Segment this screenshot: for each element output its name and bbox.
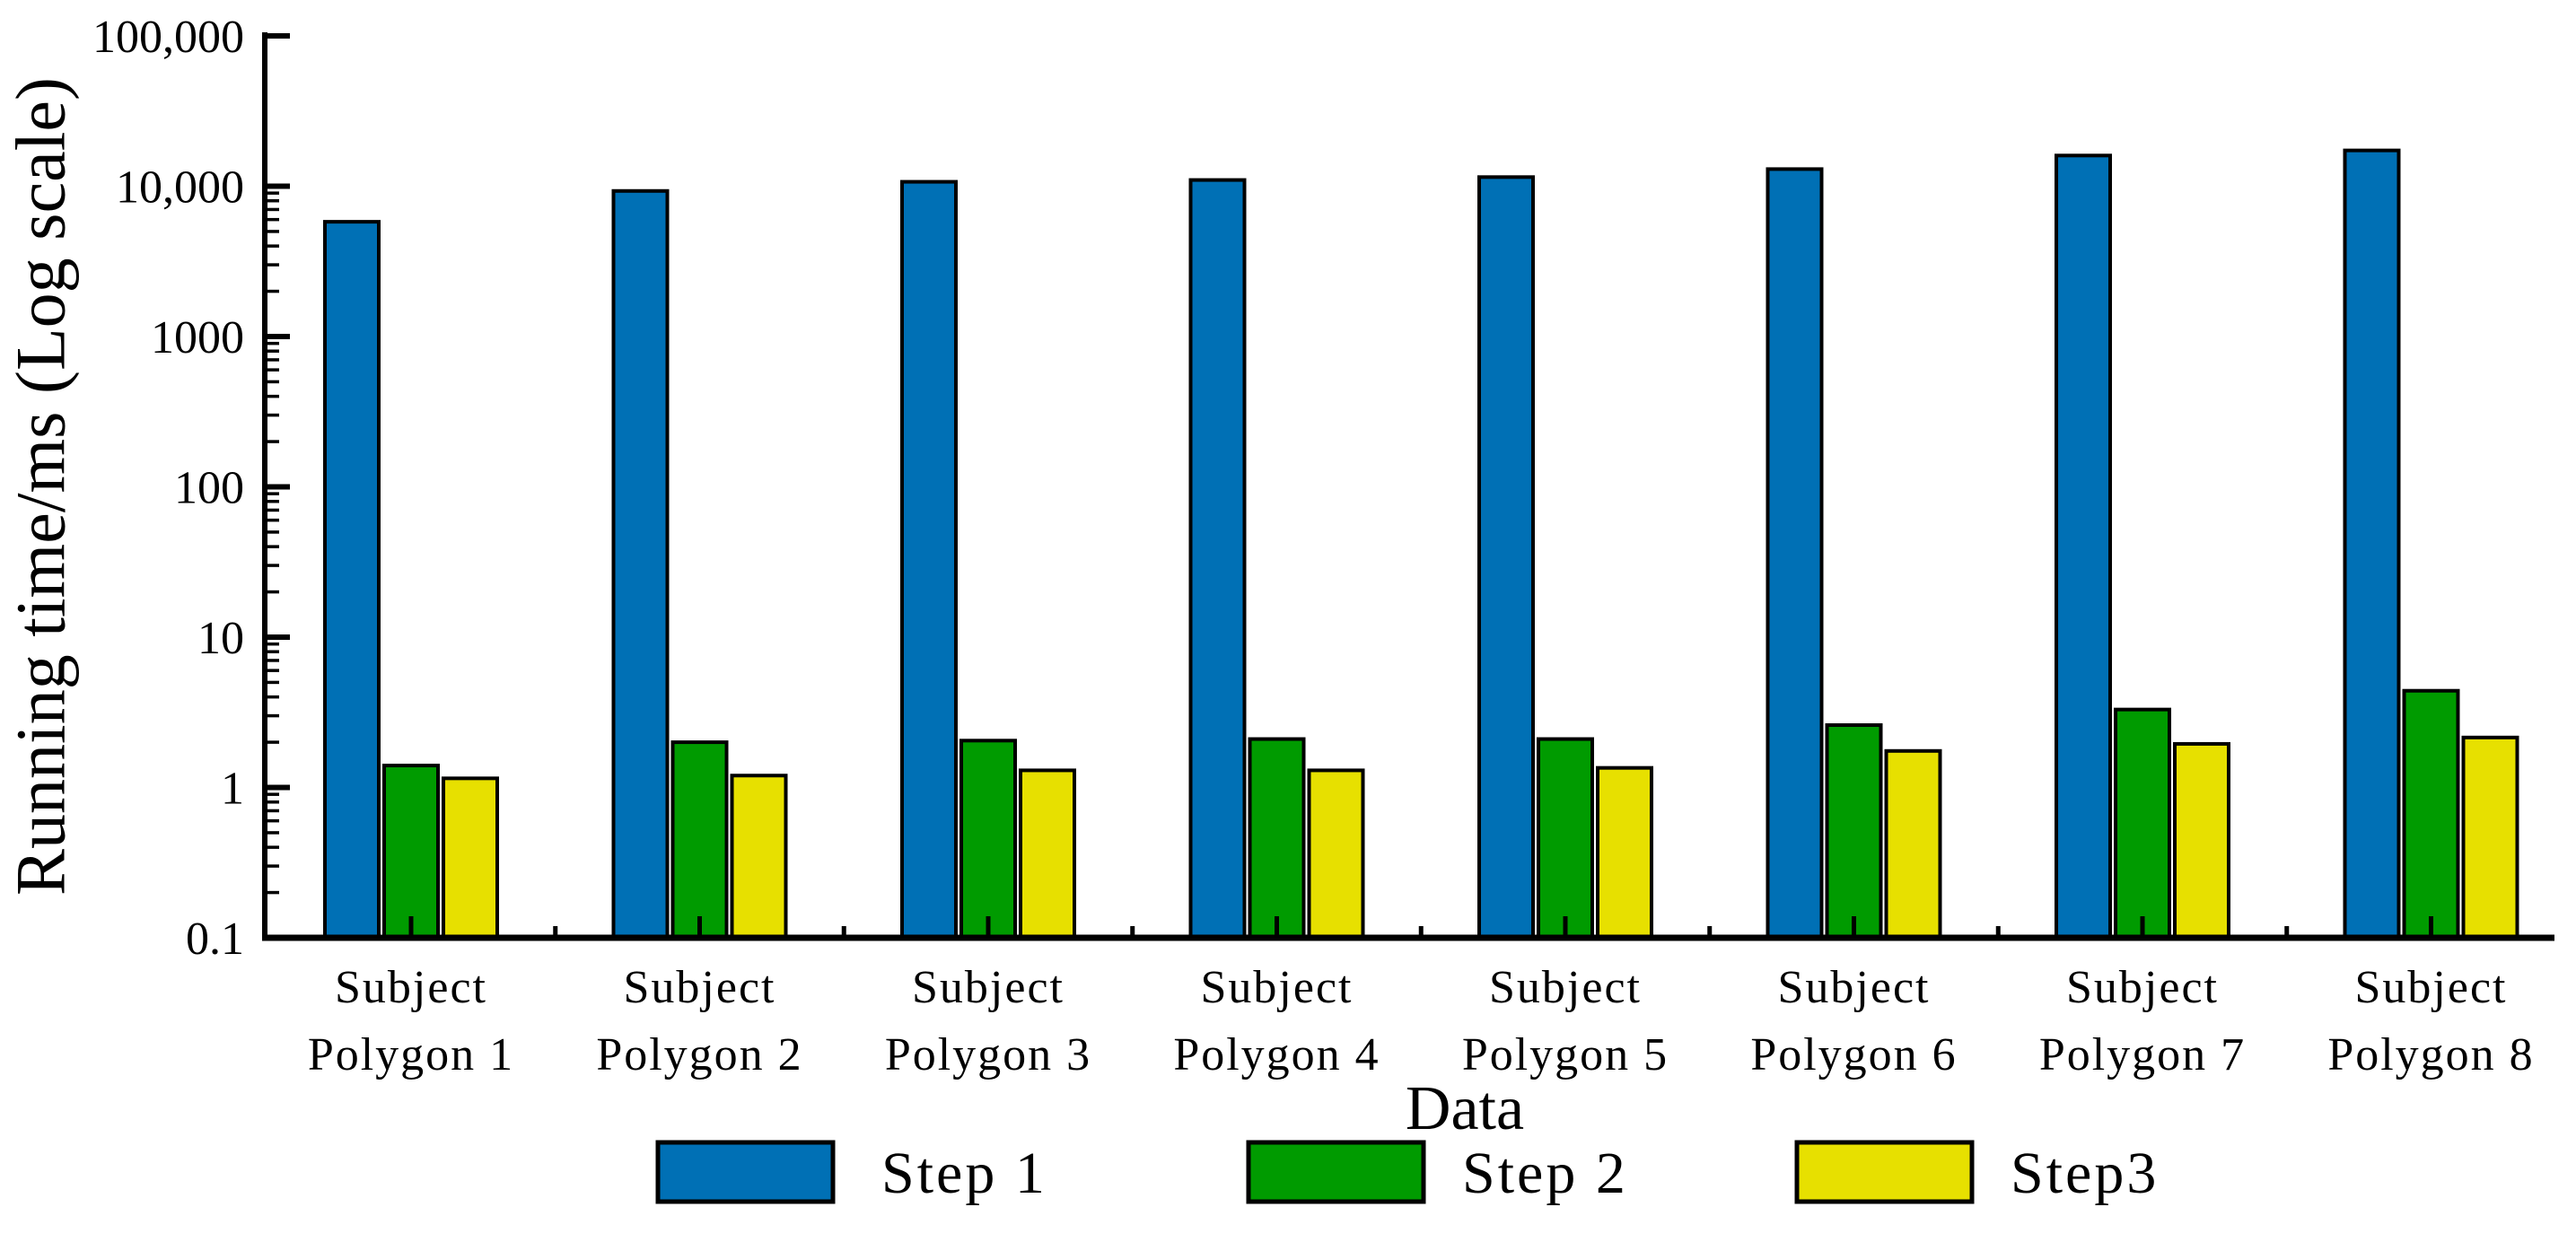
y-axis-title: Running time/ms (Log scale) <box>1 77 79 896</box>
y-tick-label: 1000 <box>151 312 244 363</box>
x-category-label-line1: Subject <box>2066 962 2219 1013</box>
bar-step3-group-2 <box>730 774 788 940</box>
bar-step3-group-6 <box>1884 748 1942 940</box>
x-category-label-line2: Polygon 8 <box>2327 1029 2534 1080</box>
y-tick-labels-layer: 100,000 10,000 1000 100 10 1 0.1 <box>92 12 244 965</box>
y-tick-label: 1 <box>221 764 244 815</box>
x-category-label-line1: Subject <box>912 962 1065 1013</box>
y-tick-label: 100 <box>174 463 244 514</box>
bar-step3-group-5 <box>1596 765 1653 940</box>
x-category-label-line2: Polygon 3 <box>885 1029 1091 1080</box>
bar-step3-group-1 <box>442 776 499 940</box>
x-category-label-line1: Subject <box>1489 962 1642 1013</box>
bar-step-1-group-3 <box>900 179 958 940</box>
legend-label-step-2: Step 2 <box>1462 1141 1628 1206</box>
bar-step-2-group-5 <box>1537 737 1594 940</box>
legend-swatch-step3 <box>1794 1140 1975 1204</box>
bar-step-1-group-4 <box>1188 178 1247 940</box>
x-category-label-line2: Polygon 6 <box>1750 1029 1957 1080</box>
legend-label-step-1: Step 1 <box>881 1141 1047 1206</box>
y-tick-label: 10 <box>197 613 244 664</box>
bar-step-2-group-2 <box>670 740 729 940</box>
x-ticks-layer <box>408 916 2433 938</box>
x-category-label-line2: Polygon 7 <box>2039 1029 2246 1080</box>
bar-step3-group-4 <box>1307 768 1365 940</box>
legend-swatch-step-2 <box>1246 1140 1426 1204</box>
x-category-label-line1: Subject <box>1778 962 1931 1013</box>
y-tick-label: 0.1 <box>186 914 244 965</box>
x-category-label-line2: Polygon 2 <box>596 1029 802 1080</box>
x-category-label-line2: Polygon 5 <box>1462 1029 1669 1080</box>
bar-step-2-group-8 <box>2402 688 2460 940</box>
x-category-label-line1: Subject <box>624 962 776 1013</box>
bar-step-1-group-5 <box>1477 175 1535 940</box>
bar-step3-group-8 <box>2461 735 2519 940</box>
x-category-labels-layer: Subject Polygon 1 Subject Polygon 2 Subject P… <box>308 962 2534 1080</box>
x-category-label-line2: Polygon 4 <box>1173 1029 1380 1080</box>
y-ticks-layer <box>265 33 290 940</box>
x-category-label-line2: Polygon 1 <box>308 1029 514 1080</box>
bar-step-1-group-1 <box>323 220 381 940</box>
y-tick-label: 10,000 <box>116 162 244 214</box>
bar-step-1-group-8 <box>2343 148 2401 940</box>
bar-step-2-group-6 <box>1825 722 1883 940</box>
legend-label-step3: Step3 <box>2011 1141 2159 1206</box>
x-axis-title: Data <box>1406 1074 1524 1143</box>
bar-step-2-group-1 <box>382 764 440 940</box>
y-tick-label: 100,000 <box>92 12 244 63</box>
bars-layer <box>323 148 2519 940</box>
legend: Step 1 Step 2 Step3 <box>655 1140 2159 1206</box>
bar-step-1-group-2 <box>611 188 670 940</box>
x-category-label-line1: Subject <box>2355 962 2508 1013</box>
legend-swatch-step-1 <box>655 1140 836 1204</box>
x-category-label-line1: Subject <box>335 962 487 1013</box>
bar-step3-group-7 <box>2173 741 2230 940</box>
bar-step-2-group-7 <box>2114 707 2171 940</box>
bar-step-2-group-3 <box>959 739 1017 940</box>
x-category-label-line1: Subject <box>1201 962 1354 1013</box>
bar-step3-group-3 <box>1019 768 1076 940</box>
bar-step-1-group-6 <box>1766 167 1824 940</box>
bar-step-2-group-4 <box>1248 737 1306 940</box>
bar-step-1-group-7 <box>2055 153 2112 940</box>
